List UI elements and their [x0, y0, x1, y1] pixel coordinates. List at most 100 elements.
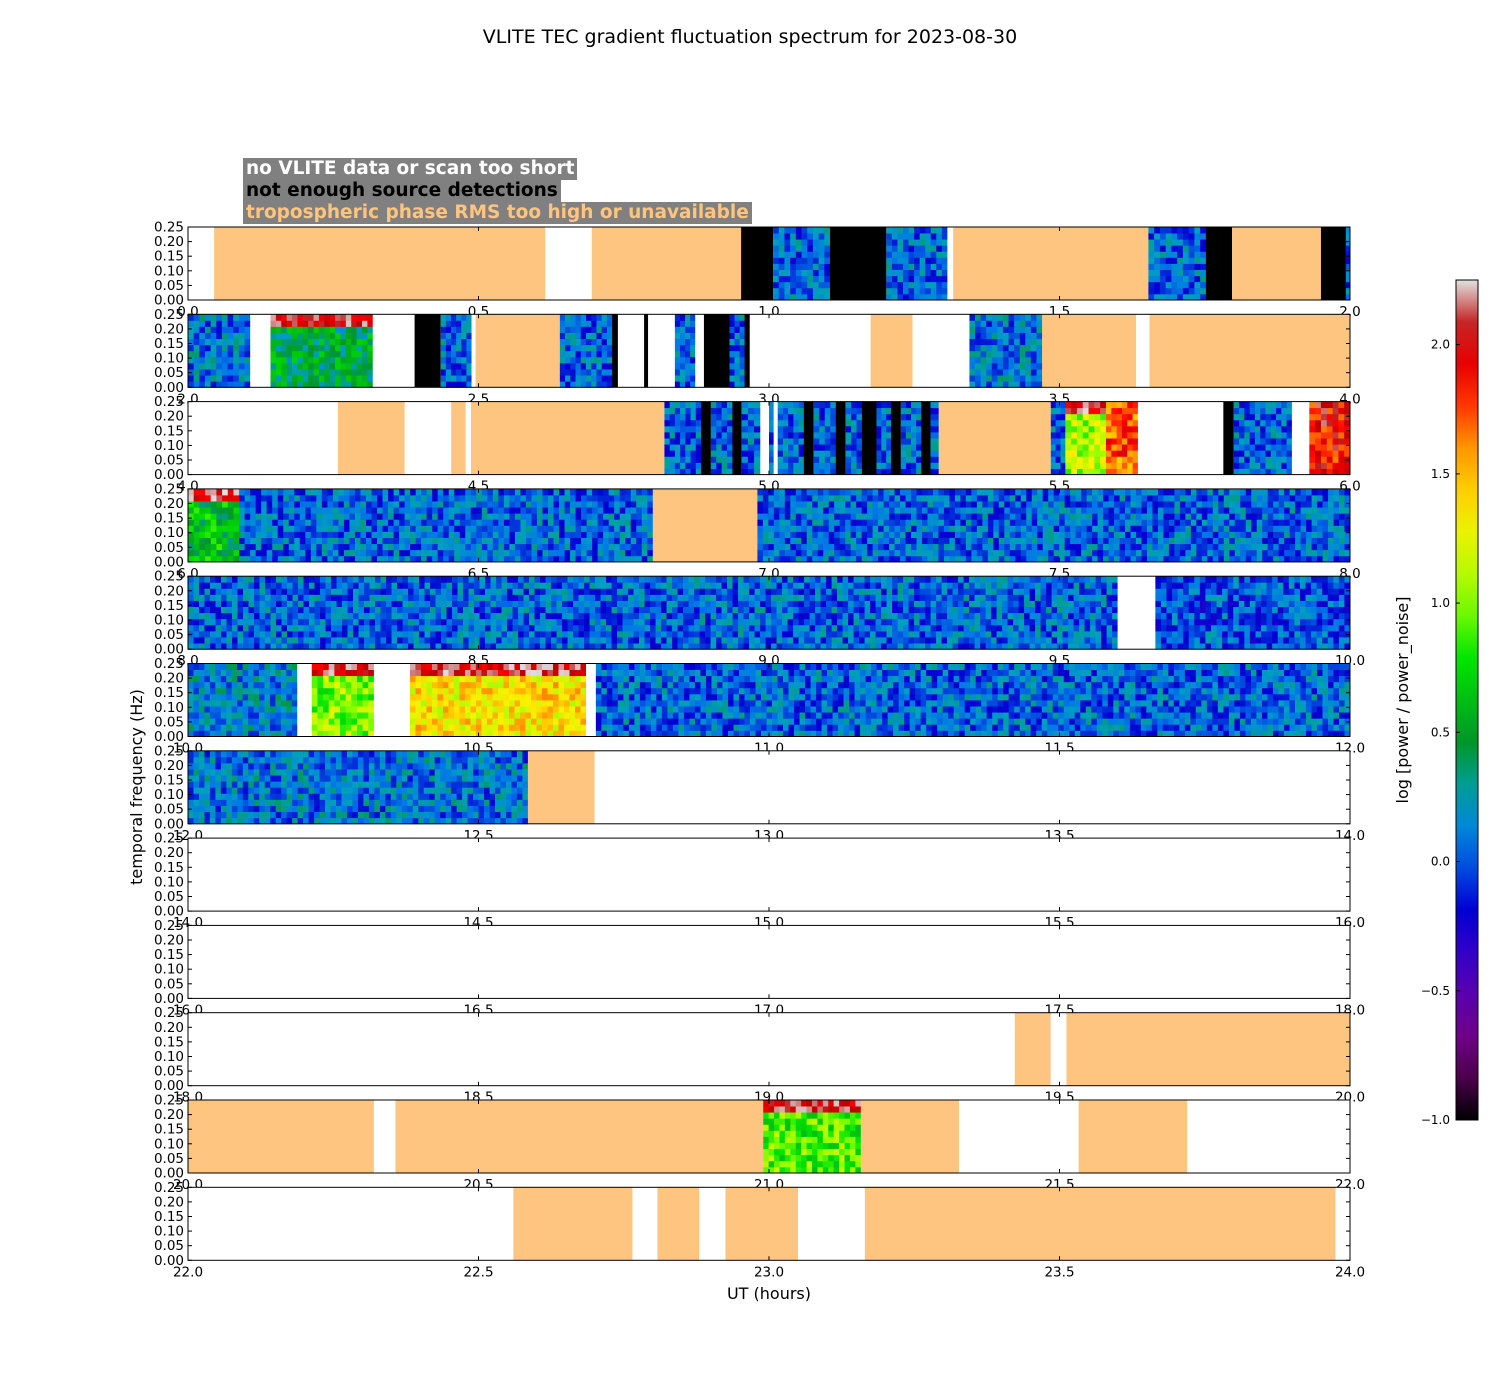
spectrum-cell — [1328, 494, 1334, 502]
spectrum-cell — [1276, 438, 1282, 445]
spectrum-cell — [1075, 555, 1082, 563]
spectrum-cell — [199, 338, 206, 346]
spectrum-cell — [286, 350, 293, 358]
spectrum-cell — [487, 537, 494, 545]
spectrum-cell — [454, 519, 461, 526]
spectrum-cell — [503, 507, 510, 514]
spectrum-cell — [1182, 293, 1190, 301]
spectrum-cell — [732, 630, 739, 638]
spectrum-cell — [324, 362, 331, 370]
spectrum-cell — [779, 549, 786, 557]
spectrum-cell — [514, 507, 521, 514]
spectrum-cell — [1306, 519, 1312, 526]
spectrum-cell — [710, 630, 717, 638]
spectrum-cell — [585, 362, 592, 370]
spectrum-cell — [426, 513, 433, 520]
spectrum-cell — [1132, 456, 1139, 463]
spectrum-cell — [1004, 488, 1011, 496]
spectrum-cell — [324, 369, 331, 376]
spectrum-cell — [227, 344, 234, 352]
spectrum-cell — [818, 293, 825, 301]
spectrum-cell — [614, 513, 621, 520]
spectrum-cell — [1036, 338, 1043, 346]
spectrum-cell — [570, 501, 576, 508]
spectrum-cell — [1276, 407, 1282, 415]
spectrum-cell — [949, 537, 956, 545]
spectrum-cell — [349, 531, 356, 538]
spectrum-cell — [1344, 438, 1351, 445]
spectrum-cell — [1260, 432, 1266, 439]
spectrum-cell — [432, 543, 439, 551]
spectrum-cell — [523, 643, 530, 650]
spectrum-cell — [343, 531, 350, 538]
spectrum-cell — [1182, 287, 1190, 295]
spectrum-cell — [421, 537, 428, 545]
spectrum-cell — [382, 531, 389, 538]
spectrum-cell — [974, 637, 981, 644]
spectrum-cell — [1234, 488, 1241, 496]
spectrum-cell — [534, 637, 541, 644]
spectrum-cell — [875, 630, 882, 638]
spectrum-cell — [601, 314, 608, 321]
spectrum-cell — [705, 630, 711, 638]
spectrum-cell — [778, 227, 785, 234]
spectrum-cell — [1284, 519, 1291, 526]
spectrum-cell — [302, 332, 309, 340]
spectrum-cell — [823, 525, 830, 532]
spectrum-cell — [377, 549, 383, 557]
spectrum-cell — [575, 332, 582, 340]
spectrum-cell — [518, 643, 524, 650]
spectrum-cell — [432, 531, 439, 538]
spectrum-cell — [1007, 643, 1014, 650]
spectrum-cell — [1286, 432, 1293, 439]
spectrum-cell — [1136, 537, 1142, 545]
spectrum-cell — [914, 281, 921, 289]
spectrum-cell — [903, 239, 909, 246]
spectrum-cell — [338, 555, 345, 563]
spectrum-cell — [919, 233, 926, 240]
spectrum-cell — [795, 513, 802, 520]
spectrum-cell — [1081, 555, 1088, 563]
spectrum-cell — [790, 227, 797, 234]
spectrum-cell — [1036, 344, 1043, 352]
spectrum-cell — [1200, 239, 1207, 246]
spectrum-cell — [570, 320, 576, 327]
spectrum-cell — [982, 513, 989, 520]
spectrum-cell — [365, 494, 372, 502]
spectrum-cell — [343, 555, 350, 563]
spectrum-cell — [734, 350, 740, 358]
spectrum-cell — [690, 356, 696, 364]
spectrum-cell — [1035, 637, 1041, 644]
spectrum-cell — [768, 507, 775, 514]
spectrum-cell — [971, 549, 978, 557]
spectrum-cell — [1270, 432, 1277, 439]
spectrum-cell — [886, 287, 893, 295]
spectrum-cell — [591, 350, 597, 358]
spectrum-cell — [941, 275, 948, 283]
spectrum-cell — [922, 513, 928, 520]
spectrum-cell — [960, 501, 967, 508]
spectrum-cell — [812, 537, 819, 545]
spectrum-cell — [611, 637, 618, 644]
spectrum-cell — [1168, 555, 1175, 563]
spectrum-cell — [1002, 643, 1008, 650]
spectrum-cell — [747, 401, 755, 409]
spectrum-cell — [288, 494, 295, 502]
spectrum-cell — [1075, 513, 1082, 520]
spectrum-cell — [559, 362, 566, 370]
spectrum-cell — [734, 314, 740, 321]
spectrum-cell — [1121, 462, 1128, 469]
spectrum-cell — [1025, 326, 1032, 333]
spectrum-cell — [1333, 501, 1340, 508]
spectrum-cell — [1245, 494, 1252, 502]
spectrum-cell — [930, 275, 937, 283]
spectrum-cell — [1273, 519, 1280, 526]
spectrum-cell — [1146, 525, 1153, 532]
spectrum-cell — [459, 513, 466, 520]
spectrum-cell — [456, 381, 462, 388]
spectrum-cell — [1064, 507, 1071, 514]
spectrum-cell — [608, 531, 615, 538]
spectrum-cell — [762, 531, 769, 538]
spectrum-cell — [581, 549, 588, 557]
spectrum-cell — [393, 531, 400, 538]
